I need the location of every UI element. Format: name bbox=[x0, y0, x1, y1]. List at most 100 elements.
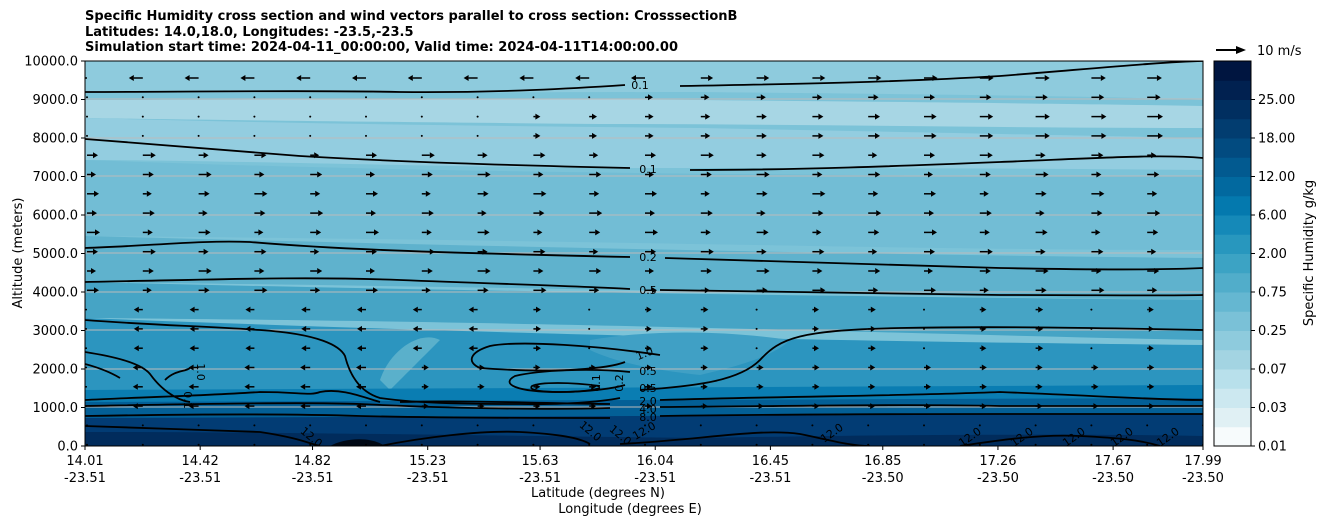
wind-vector bbox=[197, 134, 200, 137]
wind-vector bbox=[1147, 75, 1162, 81]
x-tick-label-lat: 17.99 bbox=[1184, 454, 1221, 469]
wind-vector bbox=[699, 424, 702, 427]
wind-vector bbox=[412, 345, 422, 352]
wind-vector bbox=[1091, 152, 1104, 159]
y-tick-label: 6000.0 bbox=[33, 209, 79, 224]
wind-vector bbox=[645, 132, 654, 139]
wind-vector bbox=[589, 190, 600, 197]
wind-vector bbox=[979, 190, 989, 197]
wind-vector bbox=[1203, 172, 1212, 178]
wind-vector bbox=[1091, 383, 1099, 390]
y-tick-label: 10000.0 bbox=[24, 55, 78, 70]
y-tick-label: 3000.0 bbox=[33, 324, 79, 339]
wind-vector bbox=[533, 248, 546, 255]
x-tick-label-lon: -23.50 bbox=[862, 471, 904, 486]
x-tick-label-lat: 14.42 bbox=[182, 454, 219, 469]
contour-label: 0.1 bbox=[181, 391, 194, 409]
wind-vector bbox=[700, 306, 709, 313]
wind-vector bbox=[477, 229, 490, 236]
wind-vector bbox=[1203, 384, 1210, 390]
wind-vector bbox=[700, 364, 708, 371]
colorbar-band bbox=[1214, 407, 1251, 428]
wind-vector bbox=[533, 364, 541, 371]
wind-vector bbox=[189, 306, 199, 313]
wind-vector bbox=[87, 268, 96, 274]
wind-vector bbox=[756, 364, 764, 371]
wind-vector bbox=[812, 345, 819, 352]
wind-vector bbox=[755, 327, 758, 330]
colorbar-band bbox=[1214, 388, 1251, 408]
contour-line bbox=[508, 369, 631, 393]
contour-label: 1.0 bbox=[194, 363, 207, 381]
colorbar-tick-label: 25.00 bbox=[1258, 93, 1295, 108]
wind-vector bbox=[141, 96, 144, 99]
wind-vector bbox=[421, 268, 433, 274]
wind-vector bbox=[254, 268, 265, 274]
wind-vector bbox=[421, 229, 432, 236]
wind-vector bbox=[365, 96, 367, 99]
wind-vector bbox=[589, 152, 599, 159]
wind-vector bbox=[756, 113, 767, 120]
wind-vector bbox=[755, 424, 758, 427]
wind-vector bbox=[755, 308, 758, 311]
wind-vector bbox=[924, 152, 935, 159]
wind-vector bbox=[588, 424, 591, 427]
wind-vector bbox=[1147, 132, 1163, 139]
colorbar-ticks: 0.01 0.03 0.07 0.25 0.75 2.00 6.00 12.00 18.00 25… bbox=[1251, 93, 1295, 455]
colorbar-band bbox=[1214, 215, 1251, 235]
wind-vector bbox=[240, 75, 255, 81]
wind-vector bbox=[979, 345, 987, 352]
contour-line bbox=[85, 277, 1203, 297]
wind-vector bbox=[310, 248, 320, 255]
colorbar-band bbox=[1214, 176, 1251, 197]
wind-vector bbox=[197, 424, 200, 427]
wind-vector bbox=[198, 171, 212, 178]
wind-vector bbox=[1035, 345, 1044, 352]
wind-vector bbox=[923, 443, 925, 446]
wind-vector bbox=[365, 443, 367, 446]
wind-vector bbox=[645, 345, 652, 352]
x-tick-label-lon: -23.50 bbox=[1182, 471, 1224, 486]
contour-label: 0.1 bbox=[631, 79, 649, 92]
colorbar-band bbox=[1214, 272, 1251, 293]
wind-vector bbox=[532, 424, 535, 427]
colorbar-band bbox=[1214, 426, 1251, 447]
wind-vector bbox=[142, 190, 152, 197]
wind-vector bbox=[309, 115, 312, 118]
y-tick-label: 7000.0 bbox=[33, 170, 79, 185]
wind-vector bbox=[812, 248, 825, 255]
wind-vector bbox=[700, 229, 711, 236]
x-tick-label-lon: -23.50 bbox=[977, 471, 1019, 486]
wind-vector bbox=[198, 152, 209, 159]
wind-vector bbox=[812, 171, 823, 178]
x-tick-label-lat: 16.04 bbox=[637, 454, 674, 469]
title-line-2: Latitudes: 14.0,18.0, Longitudes: -23.5,… bbox=[85, 24, 414, 40]
wind-vector bbox=[86, 115, 88, 118]
wind-vector bbox=[197, 96, 200, 99]
wind-vector bbox=[1203, 210, 1213, 216]
wind-vector bbox=[533, 171, 544, 178]
wind-vector bbox=[923, 424, 925, 427]
wind-vector bbox=[85, 347, 87, 349]
wind-vector bbox=[868, 113, 880, 120]
wind-vector bbox=[1147, 248, 1157, 255]
wind-vector bbox=[867, 424, 870, 427]
y-tick-label: 1000.0 bbox=[33, 401, 79, 416]
wind-vector bbox=[979, 229, 990, 236]
colorbar-tick-label: 0.25 bbox=[1258, 324, 1287, 339]
wind-vector bbox=[811, 443, 814, 446]
wind-vector bbox=[1147, 306, 1154, 313]
wind-vector bbox=[700, 325, 709, 332]
colorbar-band bbox=[1214, 99, 1251, 120]
colorbar-band bbox=[1214, 80, 1251, 100]
wind-vector bbox=[979, 287, 989, 294]
wind-vector bbox=[533, 152, 546, 159]
wind-vector bbox=[142, 268, 154, 274]
wind-vector bbox=[979, 268, 991, 274]
wind-vector bbox=[421, 171, 433, 178]
wind-vector bbox=[477, 210, 487, 217]
wind-vector bbox=[868, 364, 876, 371]
wind-vector bbox=[645, 229, 658, 236]
wind-vector bbox=[1091, 364, 1099, 371]
wind-vector bbox=[254, 287, 268, 294]
